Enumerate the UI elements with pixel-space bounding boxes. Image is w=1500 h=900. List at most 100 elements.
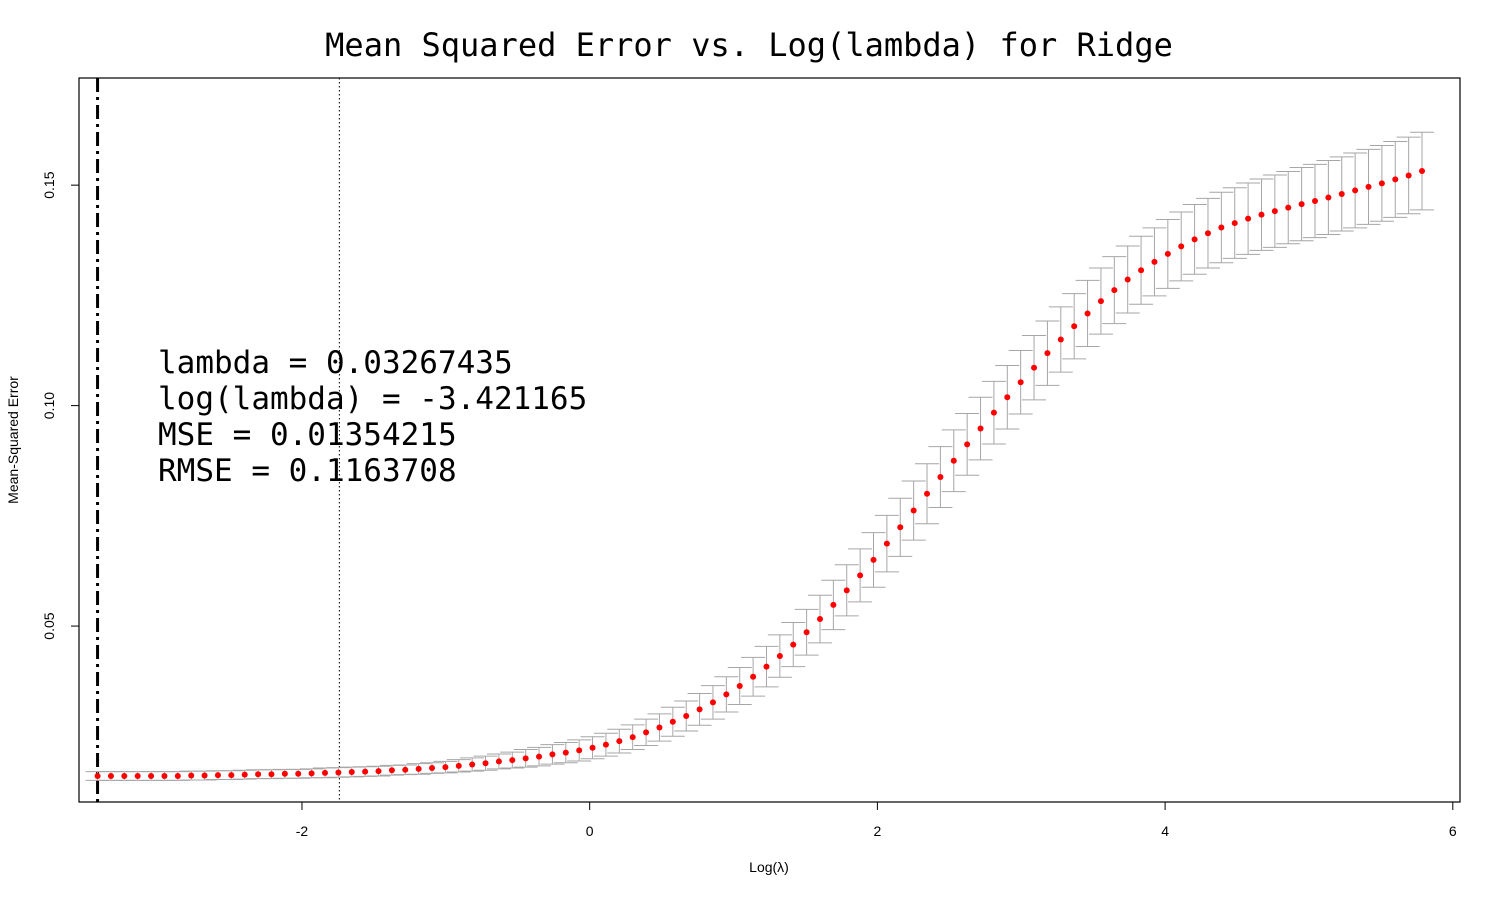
data-point (214, 772, 221, 779)
data-point (94, 772, 101, 779)
data-point (589, 744, 596, 751)
data-point (990, 409, 997, 416)
data-point (308, 770, 315, 777)
data-point (1338, 190, 1345, 197)
reference-lines (96, 78, 340, 802)
data-point (1111, 287, 1118, 294)
x-tick-label: 2 (873, 823, 881, 839)
data-point (469, 761, 476, 768)
data-point (1231, 220, 1238, 227)
x-tick-label: 4 (1161, 823, 1169, 839)
data-point (950, 457, 957, 464)
data-point (883, 540, 890, 547)
data-point (1352, 187, 1359, 194)
data-point (295, 770, 302, 777)
data-point (669, 718, 676, 725)
data-point (1258, 211, 1265, 218)
data-point (776, 653, 783, 660)
x-axis-label: Log(λ) (749, 859, 789, 875)
data-point (709, 699, 716, 706)
annotation-lambda: lambda = 0.03267435 (158, 345, 513, 381)
data-point (268, 771, 275, 778)
data-point (1204, 230, 1211, 237)
data-point (321, 769, 328, 776)
data-point (281, 770, 288, 777)
data-point (201, 772, 208, 779)
data-point (255, 771, 262, 778)
plot-frame (78, 77, 1461, 803)
chart-title: Mean Squared Error vs. Log(lambda) for R… (325, 26, 1173, 64)
data-point (121, 772, 128, 779)
data-point (830, 601, 837, 608)
y-axis-label: Mean-Squared Error (5, 376, 21, 504)
data-point (616, 738, 623, 745)
data-point (429, 765, 436, 772)
data-point (1285, 204, 1292, 211)
data-point (736, 683, 743, 690)
data-point (241, 771, 248, 778)
data-point (870, 556, 877, 563)
data-point (134, 772, 141, 779)
data-point (495, 758, 502, 765)
data-point (1164, 250, 1171, 257)
data-point (763, 663, 770, 670)
data-point (964, 441, 971, 448)
y-axis: 0.05 0.10 0.15 (41, 171, 79, 640)
x-tick-label: -2 (296, 823, 309, 839)
data-point (1017, 379, 1024, 386)
annotation-block: lambda = 0.03267435 log(lambda) = -3.421… (158, 345, 587, 489)
data-point (536, 753, 543, 760)
data-point (897, 524, 904, 531)
data-point (549, 751, 556, 758)
data-point (1044, 350, 1051, 357)
data-point (723, 691, 730, 698)
data-point (1419, 168, 1426, 175)
data-point (335, 769, 342, 776)
data-point (348, 769, 355, 776)
data-point (1031, 364, 1038, 371)
data-point (937, 474, 944, 481)
data-point (790, 641, 797, 648)
data-point (148, 772, 155, 779)
data-point (1365, 183, 1372, 190)
data-point (1405, 172, 1412, 179)
data-point (803, 629, 810, 636)
annotation-log-lambda: log(lambda) = -3.421165 (158, 381, 587, 417)
x-axis: -2 0 2 4 6 (296, 802, 1457, 839)
data-point (1097, 298, 1104, 305)
y-tick-label: 0.10 (41, 392, 57, 419)
data-point (843, 587, 850, 594)
data-point (415, 765, 422, 772)
data-point (1151, 258, 1158, 265)
data-point (482, 760, 489, 767)
data-point (1138, 267, 1145, 274)
data-point (750, 673, 757, 680)
data-point (174, 772, 181, 779)
annotation-rmse: RMSE = 0.1163708 (158, 453, 457, 489)
data-point (1004, 394, 1011, 401)
data-point (629, 734, 636, 741)
data-point (107, 772, 114, 779)
data-point (455, 762, 462, 769)
data-point (562, 749, 569, 756)
data-point (522, 755, 529, 762)
annotation-mse: MSE = 0.01354215 (158, 417, 457, 453)
data-point (1245, 215, 1252, 222)
data-point (977, 425, 984, 432)
data-points (94, 168, 1426, 779)
data-point (1298, 201, 1305, 208)
data-point (388, 767, 395, 774)
data-point (857, 572, 864, 579)
data-point (924, 490, 931, 497)
data-point (602, 741, 609, 748)
x-tick-label: 6 (1449, 823, 1457, 839)
data-point (1325, 194, 1332, 201)
data-point (1218, 224, 1225, 231)
data-point (1178, 243, 1185, 250)
data-point (1191, 236, 1198, 243)
data-point (509, 757, 516, 764)
data-point (1071, 323, 1078, 330)
data-point (362, 768, 369, 775)
data-point (1084, 310, 1091, 317)
